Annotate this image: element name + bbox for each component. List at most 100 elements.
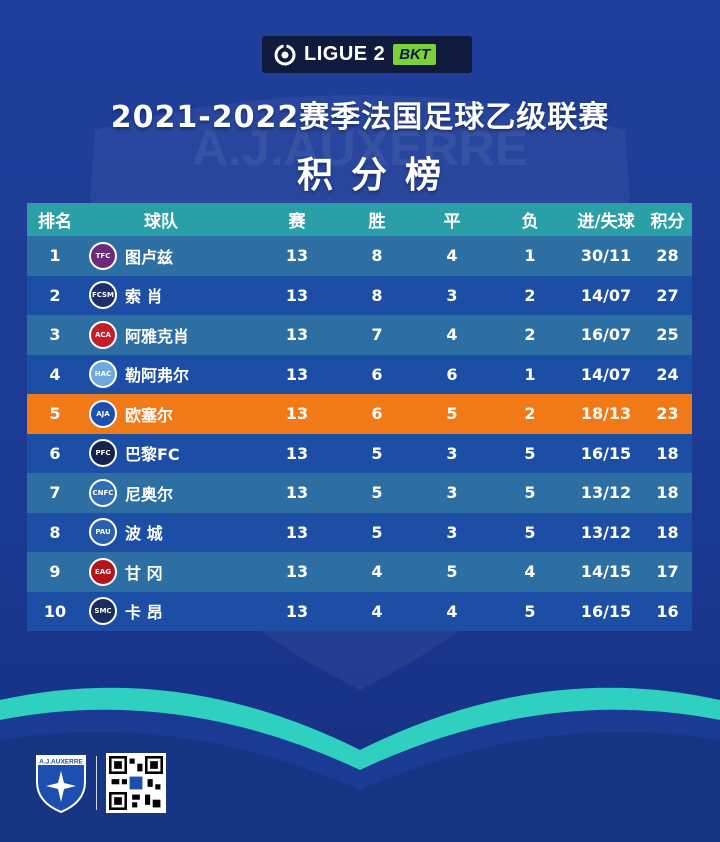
col-lost: 负 [521,212,539,232]
col-rank: 排名 [38,212,72,232]
cell-lost: 1 [524,364,536,384]
cell-drawn: 4 [446,601,458,621]
cell-lost: 1 [524,246,536,266]
cell-won: 6 [371,364,383,384]
cell-lost: 5 [524,443,536,463]
cell-points: 18 [656,522,679,542]
cell-rank: 9 [49,562,61,582]
cell-goals: 30/11 [580,246,632,266]
cell-team: PFC 巴黎FC [83,439,253,468]
team-name: 阿雅克肖 [125,326,190,346]
ligue2-logo: LIGUE 2 BKT [262,36,472,73]
cell-won: 6 [371,404,383,424]
team-name: 勒阿弗尔 [125,366,190,386]
club-logo-text: A.J.AUXERRE [39,759,83,766]
cell-rank: 6 [49,443,61,463]
cell-points: 18 [656,443,679,463]
table-row: 3 ACA 阿雅克肖 13 7 4 2 16/07 25 [27,315,692,355]
table-row: 6 PFC 巴黎FC 13 5 3 5 16/15 18 [27,433,692,473]
cell-drawn: 5 [446,404,458,424]
footer-divider [96,756,97,810]
cell-points: 25 [656,325,679,345]
cell-goals: 16/15 [580,601,632,621]
cell-drawn: 4 [446,325,458,345]
team-crest-icon: SMC [89,597,117,626]
cell-points: 24 [656,364,679,384]
cell-lost: 5 [524,522,536,542]
cell-rank: 1 [49,246,61,266]
col-won: 胜 [368,212,386,232]
cell-lost: 2 [524,404,536,424]
team-crest-icon: FCSM [89,281,117,310]
team-name: 欧塞尔 [125,405,174,425]
cell-rank: 8 [49,522,61,542]
page-subtitle: 积分榜 [296,155,459,196]
cell-team: AJA 欧塞尔 [83,399,253,428]
cell-drawn: 3 [446,522,458,542]
team-crest-icon: ACA [89,320,117,349]
cell-team: HAC 勒阿弗尔 [83,360,253,389]
cell-team: ACA 阿雅克肖 [83,320,253,349]
col-drawn: 平 [443,212,461,232]
cell-lost: 5 [524,601,536,621]
table-row: 8 PAU 波 城 13 5 3 5 13/12 18 [27,512,692,552]
cell-rank: 5 [49,404,61,424]
qr-code[interactable] [106,753,166,813]
cell-points: 27 [656,285,679,305]
cell-won: 8 [371,285,383,305]
cell-drawn: 3 [446,483,458,503]
cell-lost: 2 [524,285,536,305]
cell-played: 13 [285,483,309,503]
cell-lost: 2 [524,325,536,345]
cell-team: FCSM 索 肖 [83,281,253,310]
table-row: 2 FCSM 索 肖 13 8 3 2 14/07 27 [27,275,692,315]
team-name: 尼奥尔 [125,484,174,504]
cell-points: 28 [656,246,679,266]
team-crest-icon: HAC [89,360,117,389]
cell-goals: 13/12 [580,483,632,503]
table-header: 排名 球队 赛 胜 平 负 进/失球 积分 [27,203,692,236]
cell-played: 13 [285,443,309,463]
team-name: 索 肖 [125,287,163,307]
auxerre-club-logo: A.J.AUXERRE [36,755,86,814]
cell-goals: 14/07 [580,285,632,305]
cell-team: CNFC 尼奥尔 [83,478,253,507]
cell-drawn: 5 [446,562,458,582]
table-row: 10 SMC 卡 昂 13 4 4 5 16/15 16 [27,591,692,631]
cell-points: 18 [656,483,679,503]
table-row: 7 CNFC 尼奥尔 13 5 3 5 13/12 18 [27,473,692,513]
cell-won: 4 [371,601,383,621]
table-row: 4 HAC 勒阿弗尔 13 6 6 1 14/07 24 [27,354,692,394]
team-crest-icon: CNFC [89,478,117,507]
page-title: 2021-2022赛季法国足球乙级联赛 [110,100,610,135]
team-crest-icon: PAU [89,518,117,547]
col-points: 积分 [650,212,685,232]
cell-drawn: 4 [446,246,458,266]
cell-drawn: 3 [446,285,458,305]
team-crest-icon: PFC [89,439,117,468]
cell-won: 5 [371,483,383,503]
cell-team: SMC 卡 昂 [83,597,253,626]
cell-drawn: 6 [446,364,458,384]
cell-lost: 5 [524,483,536,503]
col-team: 球队 [144,212,178,232]
team-crest-icon: AJA [89,399,117,428]
cell-rank: 2 [49,285,61,305]
cell-team: TFC 图卢兹 [83,241,253,270]
cell-won: 5 [371,443,383,463]
footer-wave [0,687,720,842]
team-crest-icon: TFC [89,241,117,270]
cell-played: 13 [285,364,309,384]
cell-team: EAG 甘 冈 [83,557,253,586]
cell-played: 13 [285,285,309,305]
cell-lost: 4 [524,562,536,582]
cell-won: 5 [371,522,383,542]
col-played: 赛 [288,212,306,232]
cell-points: 16 [656,601,679,621]
team-name: 巴黎FC [125,445,180,465]
team-crest-icon: EAG [89,557,117,586]
table-row: 1 TFC 图卢兹 13 8 4 1 30/11 28 [27,236,692,276]
cell-played: 13 [285,562,309,582]
team-name: 卡 昂 [125,603,163,623]
team-name: 甘 冈 [125,563,163,583]
